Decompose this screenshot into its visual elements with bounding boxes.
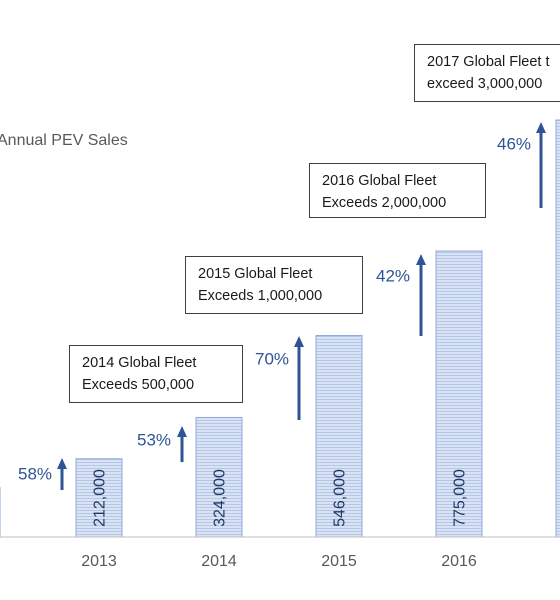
bar-2014 bbox=[195, 416, 243, 538]
value-label-2014: 324,000 bbox=[212, 469, 229, 527]
growth-label-2013: 58% bbox=[18, 465, 52, 484]
tick-label-2015: 2015 bbox=[321, 553, 357, 570]
growth-arrowhead-2017 bbox=[536, 122, 546, 133]
growth-label-2014: 53% bbox=[137, 431, 171, 450]
note-line-1: 2017 Global Fleet t bbox=[427, 54, 550, 70]
note-line-2: Exceeds 1,000,000 bbox=[198, 288, 323, 304]
tick-label-2013: 2013 bbox=[81, 553, 117, 570]
growth-arrowhead-2016 bbox=[416, 254, 426, 265]
growth-group: 58% 53% 70% 42% 46% bbox=[18, 122, 546, 490]
bar-2017 bbox=[555, 119, 560, 538]
growth-label-2015: 70% bbox=[255, 350, 289, 369]
note-line-1: 2016 Global Fleet bbox=[322, 173, 437, 189]
growth-arrowhead-2014 bbox=[177, 426, 187, 437]
value-label-2016: 775,000 bbox=[452, 469, 469, 527]
value-labels-group: 212,000 324,000 546,000 775,000 bbox=[92, 469, 469, 527]
value-label-2013: 212,000 bbox=[92, 469, 109, 527]
growth-label-2017: 46% bbox=[497, 135, 531, 154]
bar-2013 bbox=[75, 458, 123, 538]
value-label-2015: 546,000 bbox=[332, 469, 349, 527]
tick-labels-group: 201320142015201620 bbox=[81, 553, 477, 570]
note-line-1: 2014 Global Fleet bbox=[82, 355, 197, 371]
growth-arrowhead-2015 bbox=[294, 336, 304, 347]
tick-label-2016: 2016 bbox=[441, 553, 477, 570]
note-line-2: Exceeds 500,000 bbox=[82, 377, 195, 393]
note-line-1: 2015 Global Fleet bbox=[198, 266, 313, 282]
tick-label-2014: 2014 bbox=[201, 553, 237, 570]
bar-2015 bbox=[315, 335, 363, 538]
bar-2016 bbox=[435, 250, 483, 538]
fleet-note-2017: 2017 Global Fleet t exceed 3,000,000 bbox=[414, 44, 560, 102]
growth-label-2016: 42% bbox=[376, 267, 410, 286]
series-label: Annual PEV Sales bbox=[0, 132, 128, 149]
note-line-2: exceed 3,000,000 bbox=[427, 76, 543, 92]
bars-group bbox=[0, 119, 560, 538]
fleet-note-2016: 2016 Global Fleet Exceeds 2,000,000 bbox=[309, 163, 486, 218]
note-line-2: Exceeds 2,000,000 bbox=[322, 195, 447, 211]
growth-arrowhead-2013 bbox=[57, 458, 67, 469]
fleet-note-2015: 2015 Global Fleet Exceeds 1,000,000 bbox=[185, 256, 363, 314]
fleet-note-2014: 2014 Global Fleet Exceeds 500,000 bbox=[69, 345, 243, 403]
